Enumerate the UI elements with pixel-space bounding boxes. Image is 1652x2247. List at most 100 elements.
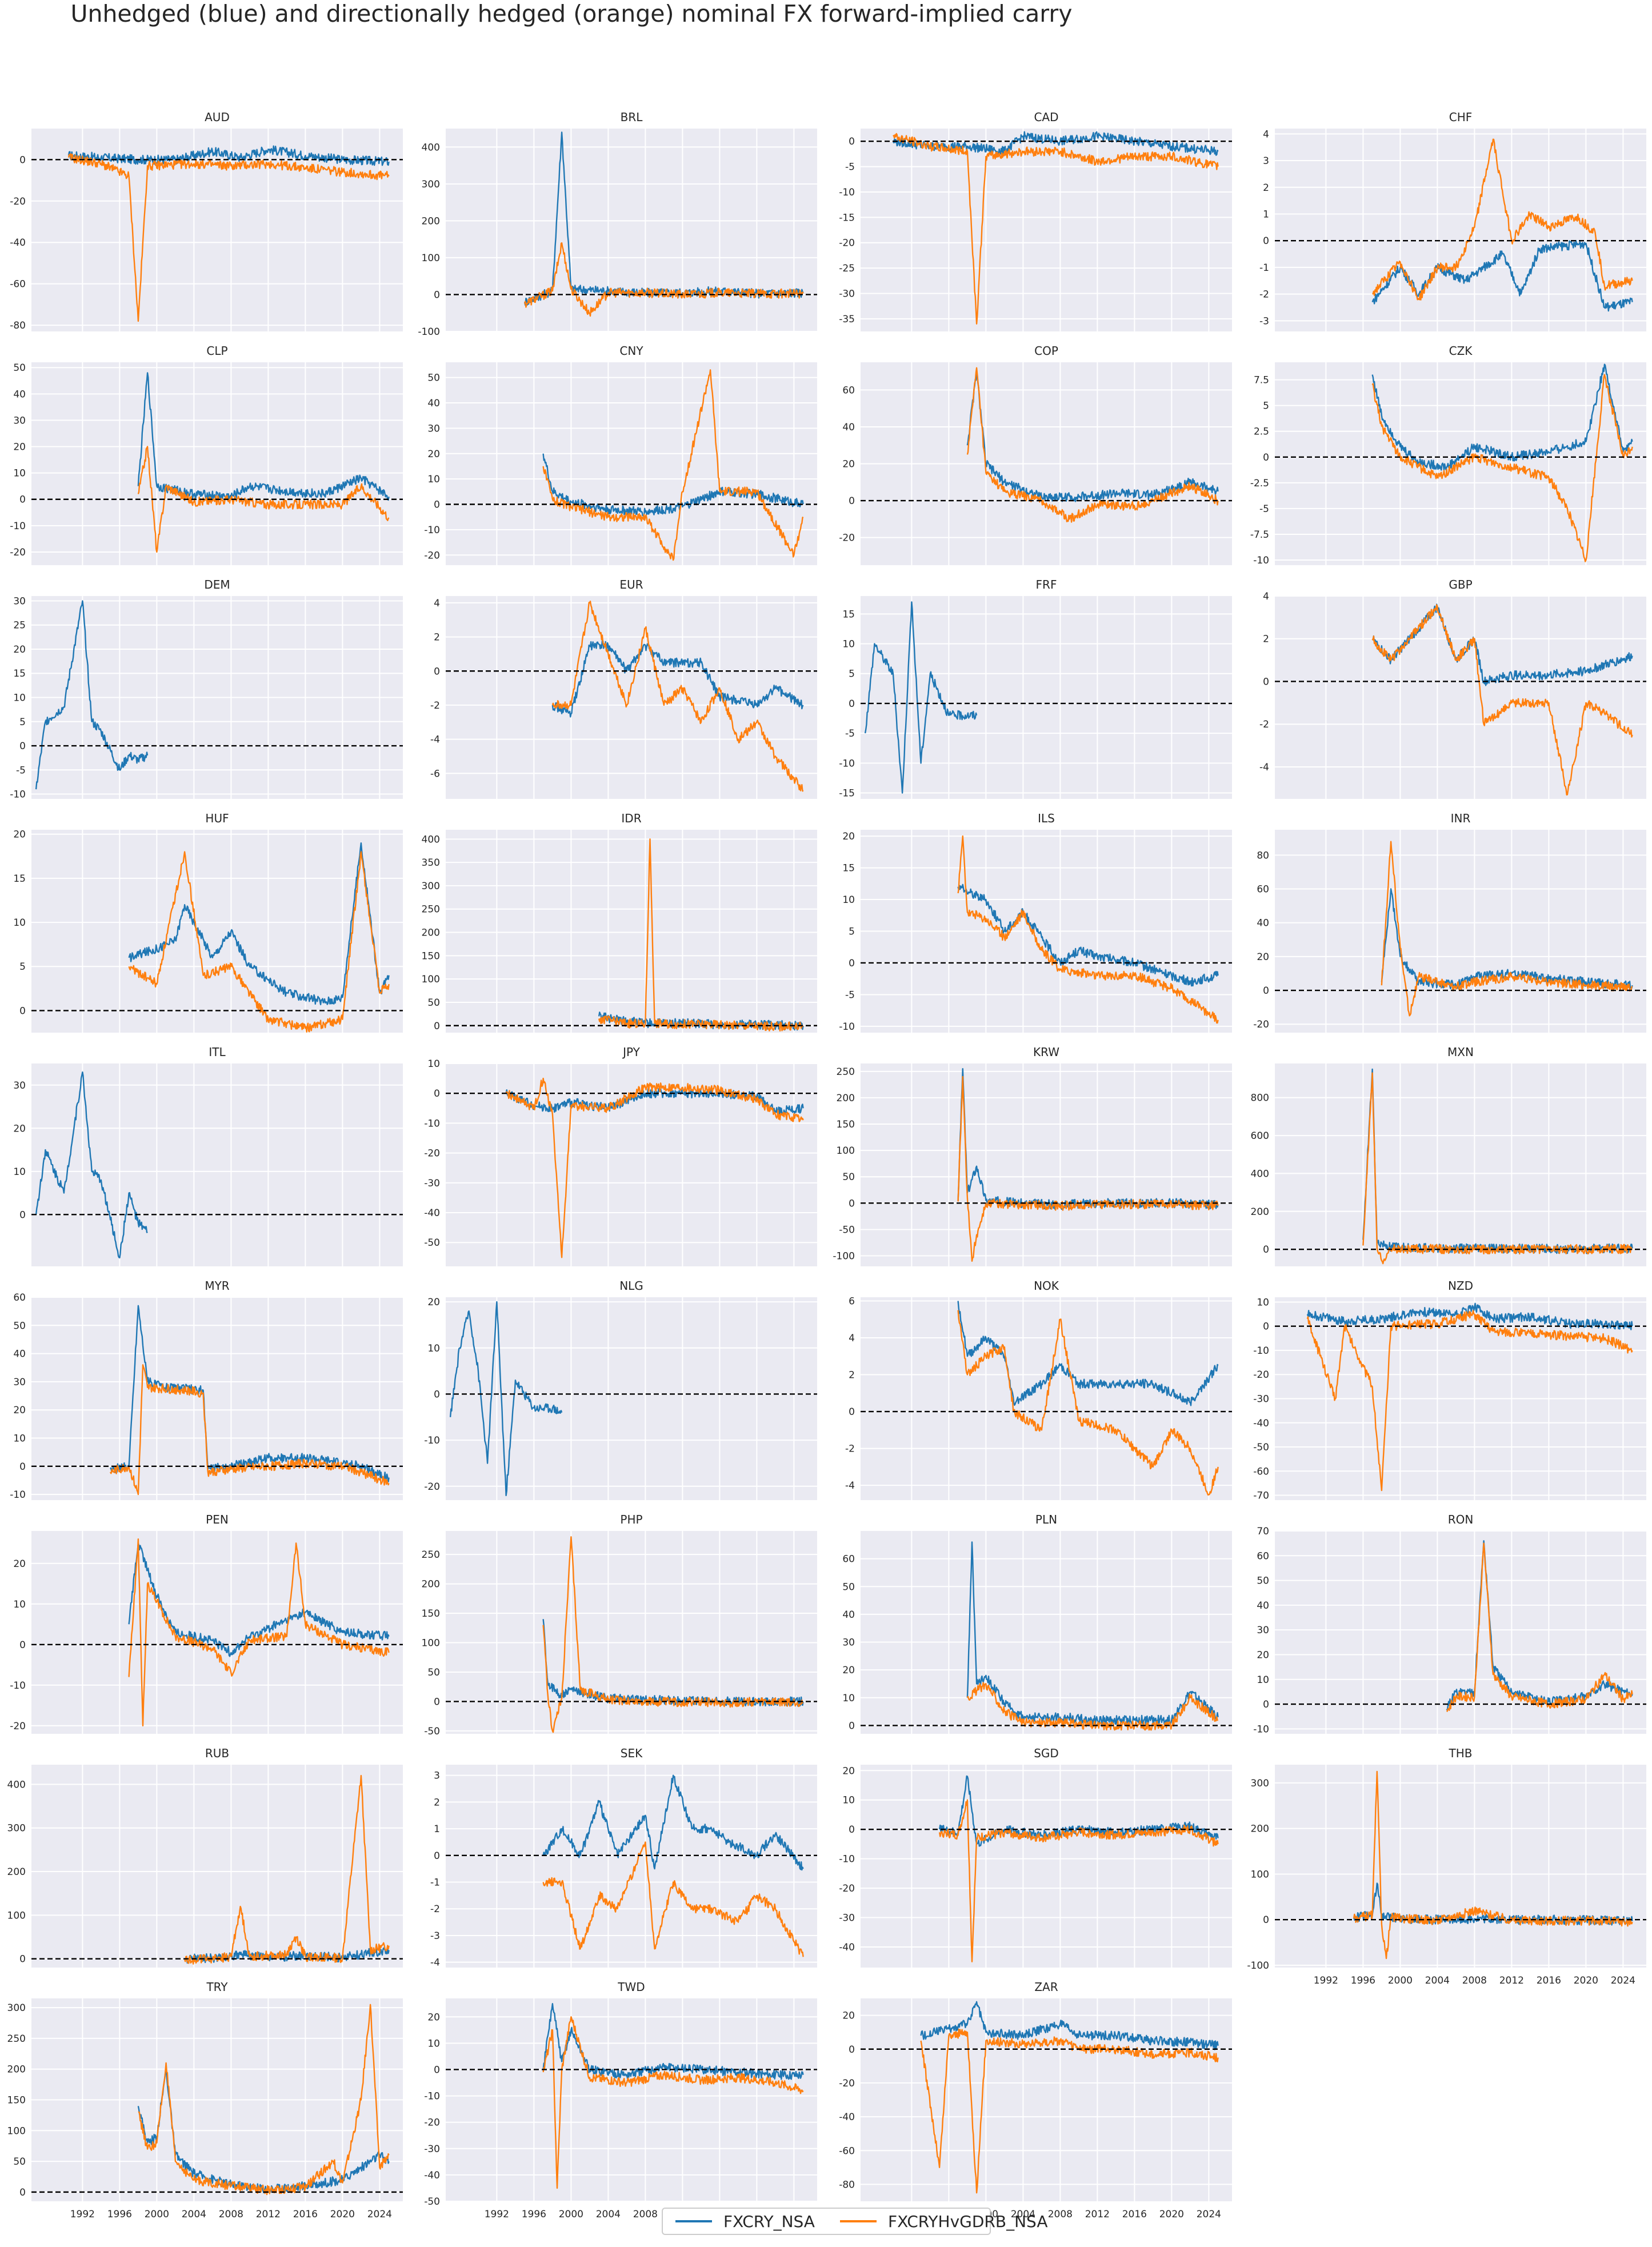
y-tick-label: -70	[1253, 1490, 1269, 1502]
series-fxcry-nsa	[137, 372, 390, 501]
panel-title: SEK	[621, 1746, 643, 1760]
x-tick-label: 2000	[559, 2209, 583, 2220]
panel-title: AUD	[205, 110, 230, 124]
y-tick-label: 200	[422, 1579, 440, 1590]
y-tick-label: -20	[839, 238, 855, 249]
y-tick-label: 250	[422, 1549, 440, 1561]
y-tick-label: -50	[839, 1224, 855, 1236]
panel-title: SGD	[1034, 1746, 1059, 1760]
y-tick-label: -50	[424, 2196, 440, 2208]
series-fxcryhvgdrb-nsa	[1446, 1542, 1633, 1712]
y-tick-label: 100	[837, 1145, 855, 1157]
y-tick-label: 20	[427, 1297, 440, 1308]
y-tick-label: -2.5	[1250, 478, 1269, 489]
x-tick-label: 2008	[1048, 2209, 1073, 2220]
y-tick-label: -50	[1253, 1442, 1269, 1453]
y-tick-label: -10	[1253, 555, 1269, 566]
y-tick-label: -40	[10, 237, 26, 249]
y-tick-label: 300	[7, 2002, 26, 2014]
panel-title: EUR	[619, 578, 643, 591]
y-tick-label: 80	[1257, 850, 1269, 861]
panel-title: GBP	[1449, 578, 1472, 591]
panel-gbp: -4 -2 0 2 4 GBP	[1259, 578, 1646, 799]
plot-area	[861, 1063, 1232, 1266]
y-tick-label: 10	[1257, 1297, 1269, 1308]
series-fxcry-nsa	[542, 1774, 804, 1871]
panel-thb: -100 0 100 200 300 THB 1992 1996 2000 2004 2008 201…	[1247, 1746, 1646, 1986]
x-tick-label: 2008	[219, 2209, 243, 2220]
y-tick-label: 40	[13, 389, 26, 400]
x-tick-label: 2000	[145, 2209, 169, 2220]
y-tick-label: -5	[845, 989, 855, 1001]
plot-area	[1275, 1531, 1646, 1734]
y-tick-label: 200	[1251, 1206, 1269, 1218]
panel-php: -50 0 50 100 150 200 250 PHP	[422, 1513, 817, 1737]
y-tick-label: -10	[1253, 1724, 1269, 1735]
y-tick-label: 5	[849, 926, 855, 938]
y-tick-label: 0	[434, 499, 440, 511]
y-tick-label: 0	[849, 1406, 855, 1418]
plot-area	[1275, 1765, 1646, 1968]
panel-title: ILS	[1038, 811, 1055, 825]
y-tick-label: -40	[1253, 1418, 1269, 1429]
y-tick-label: -5	[845, 728, 855, 739]
y-tick-label: 200	[1251, 1824, 1269, 1835]
panel-title: PHP	[620, 1513, 642, 1526]
plot-area	[1275, 129, 1646, 331]
y-tick-label: 10	[13, 1166, 26, 1178]
y-tick-label: -30	[424, 2144, 440, 2155]
series-fxcryhvgdrb-nsa	[523, 242, 804, 317]
y-tick-label: 10	[842, 1693, 855, 1704]
y-tick-label: 2	[1263, 182, 1269, 194]
series-fxcryhvgdrb-nsa	[542, 369, 804, 561]
y-tick-label: -100	[1247, 1960, 1269, 1972]
y-tick-label: 60	[1257, 1550, 1269, 1562]
y-tick-label: -4	[845, 1480, 855, 1492]
plot-area	[1275, 830, 1646, 1033]
x-tick-label: 2024	[1197, 2209, 1221, 2220]
y-tick-label: 0	[19, 1209, 26, 1221]
y-tick-label: -1	[430, 1877, 440, 1889]
panel-title: CHF	[1449, 110, 1473, 124]
y-tick-label: 0	[1263, 985, 1269, 997]
panel-pln: 0 10 20 30 40 50 60 PLN	[842, 1513, 1232, 1734]
series-fxcry-nsa	[1371, 239, 1633, 312]
y-tick-label: 5	[19, 717, 26, 728]
y-tick-label: -2	[845, 1444, 855, 1455]
y-tick-label: 10	[427, 1058, 440, 1070]
x-tick-label: 2012	[1085, 2209, 1110, 2220]
series-fxcry-nsa	[1381, 888, 1633, 990]
y-tick-label: 25	[13, 620, 26, 631]
panel-title: CAD	[1034, 110, 1058, 124]
y-tick-label: -60	[839, 2145, 855, 2157]
y-tick-label: 20	[13, 1405, 26, 1416]
panel-pen: -20 -10 0 10 20 PEN	[10, 1513, 403, 1734]
y-tick-label: 0	[19, 2187, 26, 2198]
y-tick-label: 20	[1257, 951, 1269, 963]
y-tick-label: -15	[839, 212, 855, 223]
y-tick-label: 200	[7, 1866, 26, 1878]
panel-title: NZD	[1448, 1279, 1473, 1293]
panel-sek: -4 -3 -2 -1 0 1 2 3 SEK	[430, 1746, 817, 1969]
y-tick-label: -40	[424, 2170, 440, 2181]
plot-area	[861, 129, 1232, 331]
y-tick-label: 40	[1257, 1600, 1269, 1612]
y-tick-label: -2	[1259, 719, 1269, 730]
x-tick-label: 1992	[485, 2209, 509, 2220]
series-fxcryhvgdrb-nsa	[1371, 374, 1633, 562]
y-tick-label: 150	[7, 2095, 26, 2106]
y-tick-label: -10	[839, 1854, 855, 1865]
x-tick-label: 2020	[1159, 2209, 1184, 2220]
series-fxcryhvgdrb-nsa	[957, 1310, 1219, 1496]
x-tick-label: 2004	[596, 2209, 621, 2220]
panel-aud: -80 -60 -40 -20 0 AUD	[10, 110, 403, 331]
series-fxcry-nsa	[35, 1071, 148, 1259]
plot-area	[1275, 1063, 1646, 1266]
y-tick-label: 10	[13, 917, 26, 929]
panel-title: PEN	[206, 1513, 229, 1526]
panel-title: PLN	[1035, 1513, 1057, 1526]
y-tick-label: 300	[422, 179, 440, 190]
y-tick-label: 350	[422, 857, 440, 869]
series-fxcry-nsa	[864, 601, 978, 794]
y-tick-label: 10	[427, 474, 440, 485]
